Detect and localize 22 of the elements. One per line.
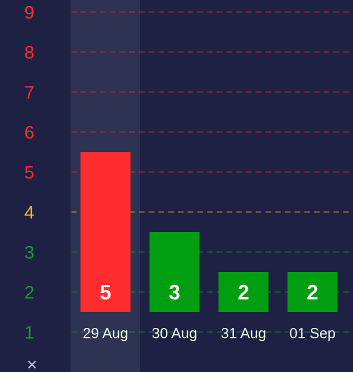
y-tick-label: 5 [25, 166, 34, 179]
x-tick-label: 30 Aug [152, 328, 196, 342]
data-label: 3 [169, 284, 180, 300]
bar [150, 232, 200, 312]
x-tick-label: 31 Aug [221, 328, 266, 342]
bar [288, 272, 338, 312]
bar [80, 152, 130, 312]
y-tick-label: 7 [25, 86, 34, 99]
y-tick-label: 6 [25, 126, 34, 139]
data-label: 2 [307, 284, 318, 300]
y-tick-label: 1 [26, 326, 34, 339]
y-tick-label: 2 [25, 286, 34, 299]
y-tick-label: 3 [25, 246, 34, 259]
y-tick-label: 9 [25, 6, 34, 19]
data-label: 2 [238, 284, 248, 300]
x-tick-label: 01 Sep [290, 328, 335, 342]
text: × [28, 360, 36, 369]
y-tick-label: 4 [24, 206, 34, 219]
data-label: 5 [100, 285, 111, 300]
bar [218, 272, 268, 312]
y-tick-label: 8 [25, 46, 34, 59]
x-tick-label: 29 Aug [84, 328, 128, 342]
